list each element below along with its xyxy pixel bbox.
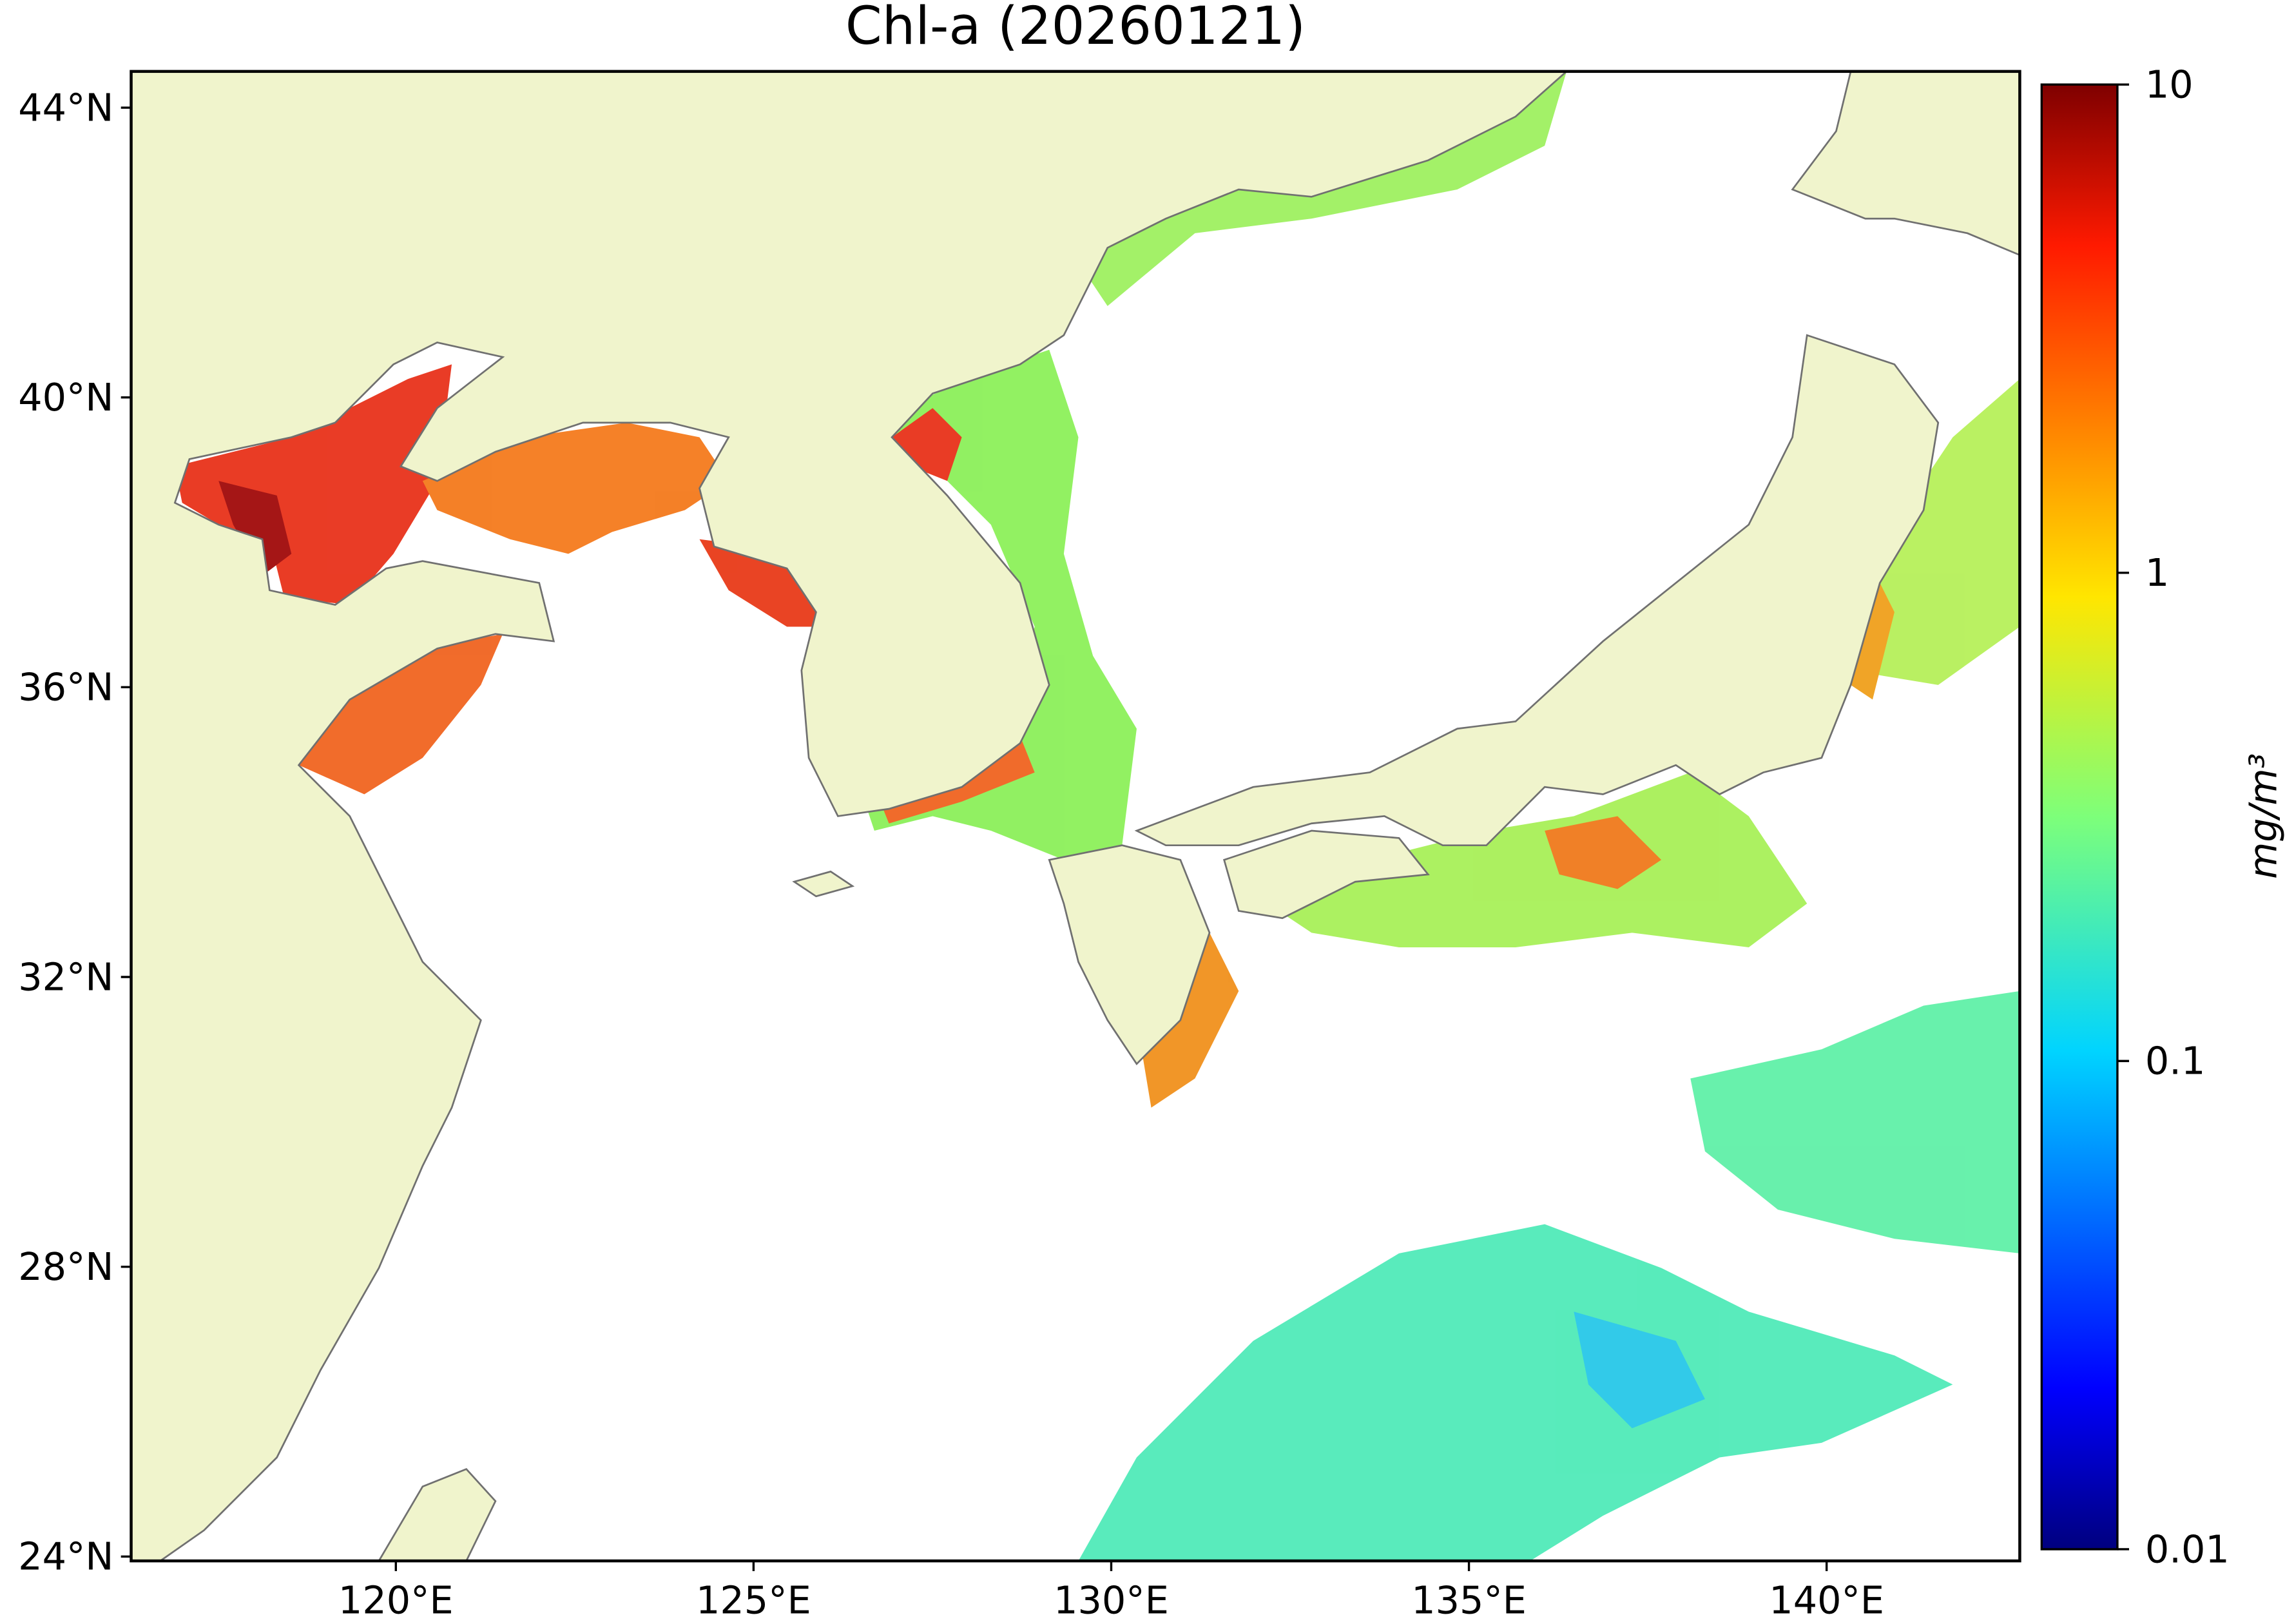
colorbar — [2040, 83, 2119, 1551]
x-tick-label: 130°E — [1054, 1578, 1169, 1622]
x-tick-label: 125°E — [696, 1578, 811, 1622]
map-frame — [130, 70, 2021, 1563]
land — [131, 71, 2020, 1561]
colorbar-tick-label: 0.01 — [2145, 1527, 2230, 1571]
y-tick-label: 24°N — [18, 1534, 113, 1579]
map-body — [131, 71, 2020, 1561]
colorbar-tick-label: 10 — [2145, 63, 2193, 107]
y-tick-label: 28°N — [18, 1244, 113, 1289]
x-tick-label: 135°E — [1411, 1578, 1527, 1622]
y-tick-label: 40°N — [18, 375, 113, 420]
x-tick-label: 120°E — [338, 1578, 454, 1622]
y-tick-label: 32°N — [18, 954, 113, 999]
y-tick-label: 36°N — [18, 665, 113, 710]
colorbar-tick-label: 1 — [2145, 550, 2169, 595]
colorbar-tick-label: 0.1 — [2145, 1039, 2205, 1083]
y-tick-label: 44°N — [18, 85, 113, 130]
axes: 120°E 125°E 130°E 135°E 140°E 24°N 28°N 32°N 36°… — [18, 63, 2230, 1623]
x-tick-label: 140°E — [1769, 1578, 1884, 1622]
title: Chl-a (20260121) — [845, 0, 1306, 57]
colorbar-label: mg/m³ — [2241, 753, 2285, 879]
